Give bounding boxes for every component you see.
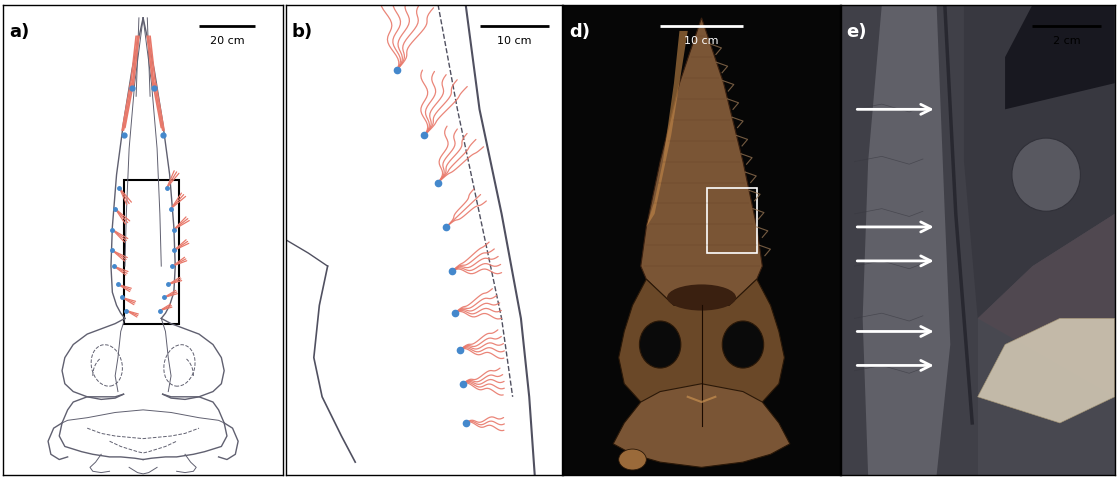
Polygon shape — [1005, 5, 1115, 109]
Ellipse shape — [639, 321, 681, 368]
Ellipse shape — [667, 285, 736, 311]
Polygon shape — [646, 31, 688, 227]
Text: e): e) — [846, 23, 866, 41]
Polygon shape — [613, 384, 790, 468]
Ellipse shape — [722, 321, 764, 368]
Polygon shape — [618, 279, 785, 426]
Ellipse shape — [1012, 138, 1080, 211]
Polygon shape — [977, 214, 1115, 397]
Bar — [123, 180, 180, 324]
Text: 10 cm: 10 cm — [684, 36, 719, 46]
Text: 20 cm: 20 cm — [210, 36, 244, 46]
Bar — [707, 188, 757, 253]
Polygon shape — [977, 318, 1115, 423]
Polygon shape — [964, 5, 1115, 318]
Text: d): d) — [569, 23, 590, 41]
Text: 2 cm: 2 cm — [1053, 36, 1080, 46]
Text: a): a) — [9, 23, 29, 41]
Ellipse shape — [618, 449, 646, 470]
Text: 10 cm: 10 cm — [496, 36, 531, 46]
Polygon shape — [841, 5, 977, 475]
Polygon shape — [641, 18, 762, 305]
Text: b): b) — [292, 23, 313, 41]
Polygon shape — [863, 5, 950, 475]
